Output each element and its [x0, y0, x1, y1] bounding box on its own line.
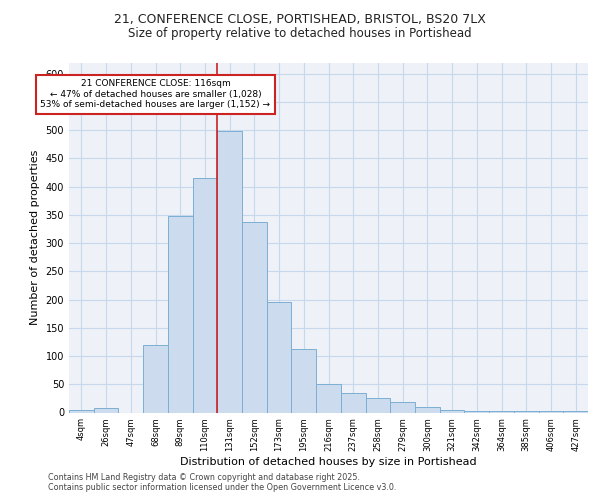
Bar — [292, 350, 316, 412]
Bar — [69, 410, 94, 412]
Bar — [440, 410, 464, 412]
Bar — [193, 178, 217, 412]
Bar — [217, 132, 242, 412]
Bar — [94, 408, 118, 412]
Bar — [168, 216, 193, 412]
Bar — [341, 392, 365, 412]
Bar — [365, 398, 390, 412]
Bar — [242, 222, 267, 412]
Bar — [267, 302, 292, 412]
Bar — [143, 345, 168, 412]
Text: Size of property relative to detached houses in Portishead: Size of property relative to detached ho… — [128, 28, 472, 40]
Bar — [563, 411, 588, 412]
Text: 21 CONFERENCE CLOSE: 116sqm
← 47% of detached houses are smaller (1,028)
53% of : 21 CONFERENCE CLOSE: 116sqm ← 47% of det… — [41, 80, 271, 109]
Bar — [316, 384, 341, 412]
X-axis label: Distribution of detached houses by size in Portishead: Distribution of detached houses by size … — [180, 457, 477, 467]
Y-axis label: Number of detached properties: Number of detached properties — [30, 150, 40, 325]
Text: Contains HM Land Registry data © Crown copyright and database right 2025.
Contai: Contains HM Land Registry data © Crown c… — [48, 473, 397, 492]
Text: 21, CONFERENCE CLOSE, PORTISHEAD, BRISTOL, BS20 7LX: 21, CONFERENCE CLOSE, PORTISHEAD, BRISTO… — [114, 12, 486, 26]
Bar — [415, 407, 440, 412]
Bar — [390, 402, 415, 412]
